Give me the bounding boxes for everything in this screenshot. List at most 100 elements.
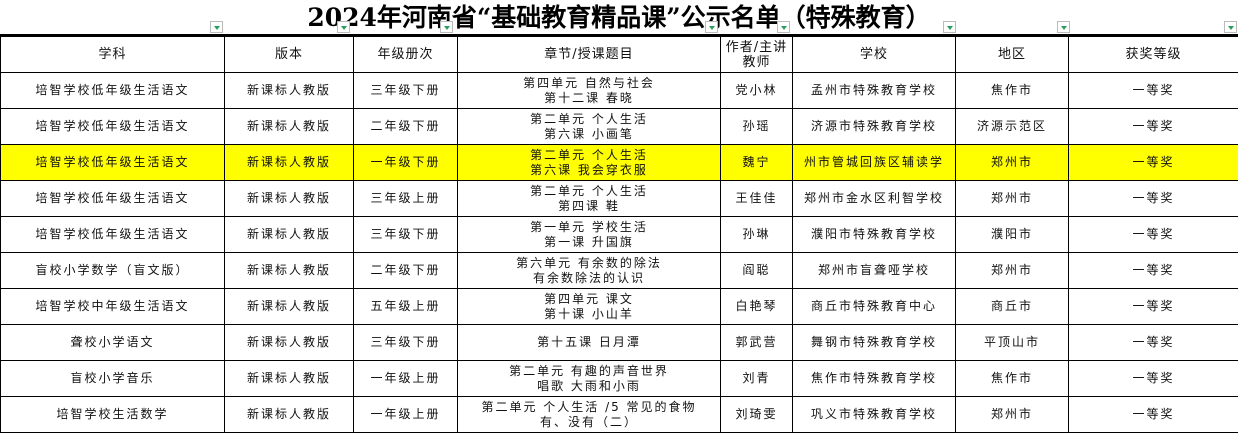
- school-cell[interactable]: 焦作市特殊教育学校: [793, 361, 956, 397]
- grade-cell[interactable]: 二年级下册: [354, 109, 458, 145]
- header-chapter[interactable]: 章节/授课题目: [458, 37, 721, 73]
- teacher-cell[interactable]: 王佳佳: [721, 181, 793, 217]
- region-cell[interactable]: 郑州市: [956, 145, 1069, 181]
- region-cell[interactable]: 平顶山市: [956, 325, 1069, 361]
- header-grade[interactable]: 年级册次: [354, 37, 458, 73]
- header-school[interactable]: 学校: [793, 37, 956, 73]
- header-region[interactable]: 地区: [956, 37, 1069, 73]
- teacher-cell[interactable]: 孙琳: [721, 217, 793, 253]
- region-cell[interactable]: 濮阳市: [956, 217, 1069, 253]
- edition-cell[interactable]: 新课标人教版: [225, 73, 354, 109]
- region-cell[interactable]: 郑州市: [956, 397, 1069, 433]
- teacher-cell[interactable]: 孙瑶: [721, 109, 793, 145]
- edition-cell[interactable]: 新课标人教版: [225, 109, 354, 145]
- edition-cell[interactable]: 新课标人教版: [225, 181, 354, 217]
- region-cell[interactable]: 焦作市: [956, 73, 1069, 109]
- chapter-cell[interactable]: 第四单元 自然与社会第十二课 春晓: [458, 73, 721, 109]
- teacher-cell[interactable]: 刘琦雯: [721, 397, 793, 433]
- school-cell[interactable]: 濮阳市特殊教育学校: [793, 217, 956, 253]
- teacher-cell[interactable]: 党小林: [721, 73, 793, 109]
- subject-cell[interactable]: 培智学校低年级生活语文: [1, 73, 225, 109]
- chapter-cell[interactable]: 第十五课 日月潭: [458, 325, 721, 361]
- filter-dropdown-icon[interactable]: [943, 21, 956, 33]
- award-cell[interactable]: 一等奖: [1069, 397, 1238, 433]
- chapter-cell[interactable]: 第二单元 个人生活第四课 鞋: [458, 181, 721, 217]
- subject-cell[interactable]: 培智学校低年级生活语文: [1, 109, 225, 145]
- school-cell[interactable]: 巩义市特殊教育学校: [793, 397, 956, 433]
- grade-cell[interactable]: 一年级上册: [354, 397, 458, 433]
- header-award[interactable]: 获奖等级: [1069, 37, 1238, 73]
- chapter-cell[interactable]: 第二单元 个人生活第六课 我会穿衣服: [458, 145, 721, 181]
- grade-cell[interactable]: 五年级上册: [354, 289, 458, 325]
- school-cell[interactable]: 郑州市盲聋哑学校: [793, 253, 956, 289]
- award-cell[interactable]: 一等奖: [1069, 109, 1238, 145]
- filter-dropdown-icon[interactable]: [337, 21, 350, 33]
- grade-cell[interactable]: 三年级上册: [354, 181, 458, 217]
- subject-cell[interactable]: 培智学校生活数学: [1, 397, 225, 433]
- school-cell[interactable]: 州市管城回族区辅读学: [793, 145, 956, 181]
- grade-cell[interactable]: 一年级下册: [354, 145, 458, 181]
- grade-cell[interactable]: 一年级上册: [354, 361, 458, 397]
- subject-cell[interactable]: 培智学校低年级生活语文: [1, 145, 225, 181]
- region-cell[interactable]: 商丘市: [956, 289, 1069, 325]
- chapter-cell[interactable]: 第二单元 个人生活第六课 小画笔: [458, 109, 721, 145]
- edition-cell[interactable]: 新课标人教版: [225, 253, 354, 289]
- teacher-cell[interactable]: 刘青: [721, 361, 793, 397]
- header-subject[interactable]: 学科: [1, 37, 225, 73]
- edition-cell[interactable]: 新课标人教版: [225, 217, 354, 253]
- teacher-cell[interactable]: 白艳琴: [721, 289, 793, 325]
- chapter-cell[interactable]: 第一单元 学校生活第一课 升国旗: [458, 217, 721, 253]
- award-cell[interactable]: 一等奖: [1069, 145, 1238, 181]
- edition-cell[interactable]: 新课标人教版: [225, 289, 354, 325]
- edition-cell[interactable]: 新课标人教版: [225, 361, 354, 397]
- chapter-line: 第十二课 春晓: [458, 91, 720, 106]
- region-cell[interactable]: 济源示范区: [956, 109, 1069, 145]
- filter-dropdown-icon[interactable]: [210, 21, 223, 33]
- chapter-cell[interactable]: 第二单元 个人生活 /5 常见的食物有、没有（二）: [458, 397, 721, 433]
- grade-cell[interactable]: 二年级下册: [354, 253, 458, 289]
- filter-dropdown-icon[interactable]: [705, 21, 718, 33]
- edition-cell[interactable]: 新课标人教版: [225, 145, 354, 181]
- header-edition[interactable]: 版本: [225, 37, 354, 73]
- filter-dropdown-icon[interactable]: [1224, 21, 1237, 33]
- region-cell[interactable]: 焦作市: [956, 361, 1069, 397]
- teacher-cell[interactable]: 阎聪: [721, 253, 793, 289]
- chapter-cell[interactable]: 第二单元 有趣的声音世界唱歌 大雨和小雨: [458, 361, 721, 397]
- school-cell[interactable]: 商丘市特殊教育中心: [793, 289, 956, 325]
- filter-dropdown-icon[interactable]: [777, 21, 790, 33]
- award-cell[interactable]: 一等奖: [1069, 253, 1238, 289]
- table-row: 培智学校低年级生活语文新课标人教版三年级下册第一单元 学校生活第一课 升国旗孙琳…: [1, 217, 1238, 253]
- region-cell[interactable]: 郑州市: [956, 181, 1069, 217]
- chapter-cell[interactable]: 第四单元 课文第十课 小山羊: [458, 289, 721, 325]
- grade-cell[interactable]: 三年级下册: [354, 217, 458, 253]
- teacher-cell[interactable]: 魏宁: [721, 145, 793, 181]
- header-row: 学科 版本 年级册次 章节/授课题目 作者/主讲教师 学校 地区 获奖等级: [1, 37, 1238, 73]
- subject-cell[interactable]: 盲校小学音乐: [1, 361, 225, 397]
- award-cell[interactable]: 一等奖: [1069, 181, 1238, 217]
- grade-cell[interactable]: 三年级下册: [354, 73, 458, 109]
- award-cell[interactable]: 一等奖: [1069, 361, 1238, 397]
- subject-cell[interactable]: 培智学校低年级生活语文: [1, 217, 225, 253]
- school-cell[interactable]: 郑州市金水区利智学校: [793, 181, 956, 217]
- chapter-cell[interactable]: 第六单元 有余数的除法有余数除法的认识: [458, 253, 721, 289]
- school-cell[interactable]: 济源市特殊教育学校: [793, 109, 956, 145]
- region-cell[interactable]: 郑州市: [956, 253, 1069, 289]
- grade-cell[interactable]: 三年级下册: [354, 325, 458, 361]
- subject-cell[interactable]: 盲校小学数学（盲文版）: [1, 253, 225, 289]
- edition-cell[interactable]: 新课标人教版: [225, 397, 354, 433]
- teacher-cell[interactable]: 郭武营: [721, 325, 793, 361]
- chapter-line: 第四课 鞋: [458, 199, 720, 214]
- school-cell[interactable]: 孟州市特殊教育学校: [793, 73, 956, 109]
- award-cell[interactable]: 一等奖: [1069, 289, 1238, 325]
- award-cell[interactable]: 一等奖: [1069, 217, 1238, 253]
- subject-cell[interactable]: 培智学校中年级生活语文: [1, 289, 225, 325]
- edition-cell[interactable]: 新课标人教版: [225, 325, 354, 361]
- subject-cell[interactable]: 聋校小学语文: [1, 325, 225, 361]
- filter-dropdown-icon[interactable]: [440, 21, 453, 33]
- header-teacher[interactable]: 作者/主讲教师: [721, 37, 793, 73]
- award-cell[interactable]: 一等奖: [1069, 73, 1238, 109]
- school-cell[interactable]: 舞钢市特殊教育学校: [793, 325, 956, 361]
- award-cell[interactable]: 一等奖: [1069, 325, 1238, 361]
- subject-cell[interactable]: 培智学校低年级生活语文: [1, 181, 225, 217]
- filter-dropdown-icon[interactable]: [1057, 21, 1070, 33]
